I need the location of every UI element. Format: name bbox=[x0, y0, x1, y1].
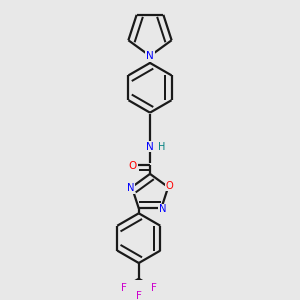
Text: F: F bbox=[136, 291, 142, 300]
Text: F: F bbox=[121, 283, 127, 292]
Text: N: N bbox=[159, 204, 166, 214]
Text: O: O bbox=[166, 181, 174, 190]
Text: N: N bbox=[146, 51, 154, 61]
Text: H: H bbox=[158, 142, 165, 152]
Text: O: O bbox=[129, 161, 137, 171]
Text: N: N bbox=[127, 183, 135, 193]
Text: N: N bbox=[146, 142, 154, 152]
Text: F: F bbox=[151, 283, 157, 292]
